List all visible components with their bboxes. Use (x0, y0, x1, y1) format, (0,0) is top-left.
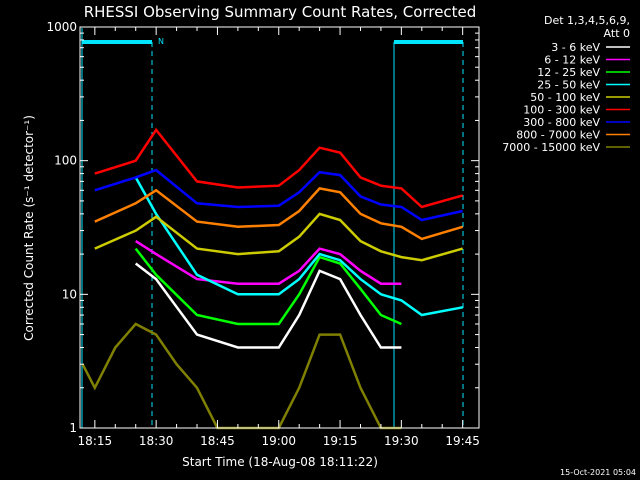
series-line (94, 187, 464, 241)
y-tick-label: 1 (69, 421, 77, 435)
legend-label: 50 - 100 keV (530, 91, 600, 104)
y-tick-label: 100 (54, 154, 77, 168)
x-tick-label: 18:45 (200, 434, 235, 448)
legend-header-line-1: Det 1,3,4,5,6,9, (544, 14, 630, 27)
x-tick-label: 18:15 (78, 434, 113, 448)
x-tick-label: 19:15 (323, 434, 358, 448)
x-axis-label: Start Time (18-Aug-08 18:11:22) (182, 455, 378, 469)
x-tick-label: 19:30 (384, 434, 419, 448)
x-tick-label: 19:00 (261, 434, 296, 448)
flag-label: N (158, 37, 164, 46)
series-line (94, 127, 464, 209)
y-tick-label: 10 (62, 287, 77, 301)
legend-label: 12 - 25 keV (537, 66, 600, 79)
series-line (94, 168, 463, 222)
series-line (134, 262, 402, 349)
plot-frame (79, 26, 480, 429)
legend-label: 3 - 6 keV (551, 41, 600, 54)
series-line (135, 240, 402, 285)
y-axis-label: Corrected Count Rate (s⁻¹ detector⁻¹) (22, 115, 36, 341)
attenuator-flags: N (81, 28, 464, 428)
legend-label: 25 - 50 keV (537, 79, 600, 92)
series-line (134, 247, 402, 326)
legend-label: 100 - 300 keV (523, 104, 600, 117)
x-axis-ticks: 18:15 18:30 18:45 19:00 19:15 19:30 19:45 (78, 27, 480, 448)
legend-label: 7000 - 15000 keV (502, 141, 600, 154)
legend-label: 6 - 12 keV (544, 54, 600, 67)
x-tick-label: 19:45 (445, 434, 480, 448)
series-layer (81, 127, 464, 430)
series-line (94, 212, 464, 262)
y-axis-ticks: 1 10 100 1000 (46, 20, 479, 435)
series-line (134, 176, 463, 317)
legend-label: 300 - 800 keV (523, 116, 600, 129)
legend-header-line-2: Att 0 (604, 27, 630, 40)
legend-label: 800 - 7000 keV (516, 129, 600, 142)
x-tick-label: 18:30 (139, 434, 174, 448)
footer-timestamp: 15-Oct-2021 05:04 (560, 468, 636, 477)
y-tick-label: 1000 (46, 20, 77, 34)
chart-title: RHESSI Observing Summary Count Rates, Co… (84, 3, 477, 21)
